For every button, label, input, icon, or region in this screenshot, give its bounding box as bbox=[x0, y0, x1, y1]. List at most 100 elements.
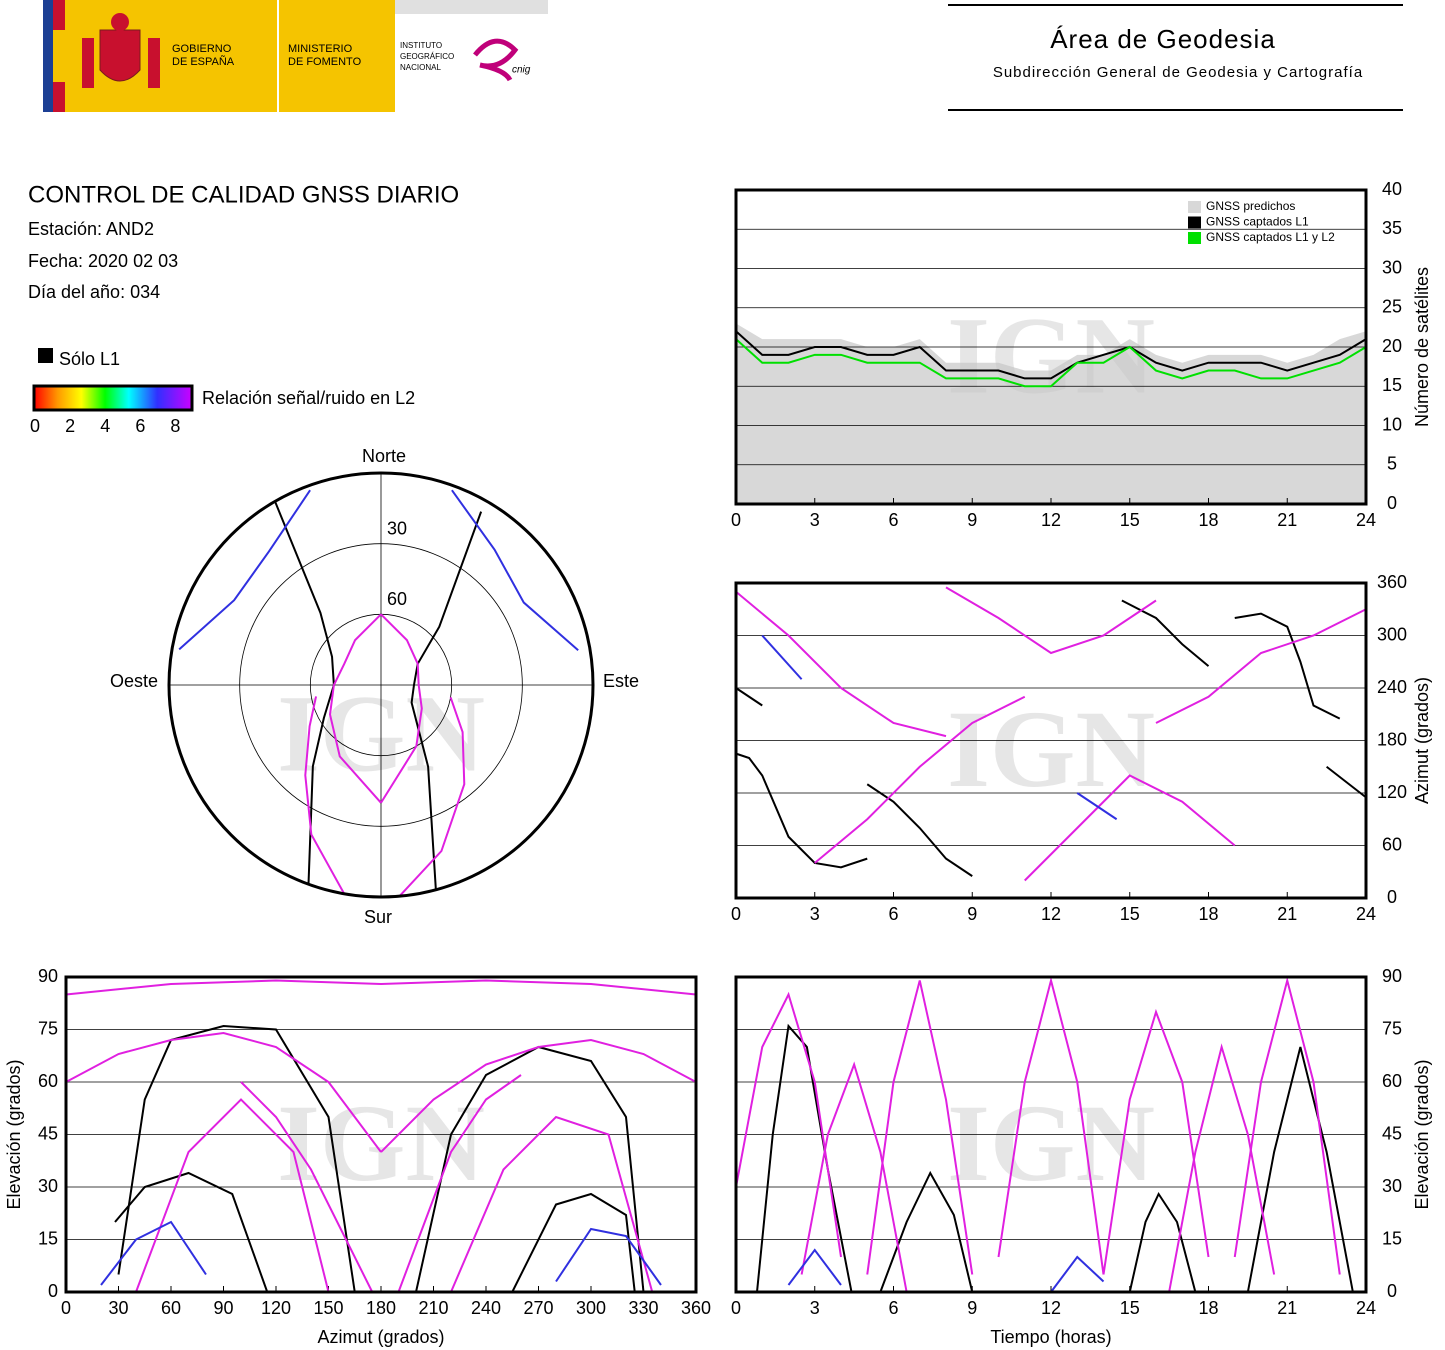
y-tick-label: 10 bbox=[1382, 414, 1402, 434]
y-tick-label: 25 bbox=[1382, 297, 1402, 317]
report-doy: Día del año: 034 bbox=[28, 282, 160, 302]
legend-label: GNSS predichos bbox=[1206, 199, 1295, 213]
y-tick-label: 0 bbox=[1387, 493, 1397, 513]
series-line bbox=[735, 330, 1367, 380]
series-line bbox=[555, 1227, 662, 1286]
y-tick-label: 0 bbox=[1387, 1281, 1397, 1301]
y-tick-label: 45 bbox=[1382, 1123, 1402, 1143]
series-line bbox=[735, 687, 763, 707]
series-line bbox=[735, 338, 1367, 388]
series-line bbox=[735, 752, 868, 869]
y-tick-label: 30 bbox=[1382, 1176, 1402, 1196]
x-axis-title: Azimut (grados) bbox=[317, 1327, 444, 1347]
y-tick-label: 15 bbox=[38, 1228, 58, 1248]
y-tick-label: 120 bbox=[1377, 782, 1407, 802]
x-tick-label: 12 bbox=[1041, 1298, 1061, 1318]
sky-track bbox=[398, 696, 466, 897]
y-tick-label: 0 bbox=[48, 1281, 58, 1301]
logo-text: INSTITUTO bbox=[400, 41, 442, 50]
logo-text: GOBIERNO bbox=[172, 43, 232, 55]
x-tick-label: 6 bbox=[888, 904, 898, 924]
x-tick-label: 6 bbox=[888, 1298, 898, 1318]
watermark: IGN bbox=[277, 1082, 485, 1204]
x-tick-label: 330 bbox=[628, 1298, 658, 1318]
logo-text: NACIONAL bbox=[400, 63, 441, 72]
series-line bbox=[511, 1192, 636, 1293]
x-tick-label: 60 bbox=[161, 1298, 181, 1318]
x-tick-label: 15 bbox=[1120, 1298, 1140, 1318]
x-tick-label: 24 bbox=[1356, 1298, 1376, 1318]
y-tick-label: 75 bbox=[38, 1018, 58, 1038]
series-line bbox=[1102, 1008, 1210, 1275]
legend-label: Sólo L1 bbox=[59, 349, 120, 369]
series-line bbox=[800, 1061, 908, 1293]
snr-tick-label: 6 bbox=[135, 416, 145, 436]
series-line bbox=[866, 980, 974, 1275]
series-line bbox=[135, 1098, 330, 1293]
series-line bbox=[814, 695, 1026, 864]
x-tick-label: 120 bbox=[261, 1298, 291, 1318]
x-tick-label: 21 bbox=[1277, 904, 1297, 924]
snr-tick-label: 4 bbox=[100, 416, 110, 436]
series-line bbox=[1246, 1046, 1354, 1293]
watermark: IGN bbox=[947, 294, 1155, 416]
series-line bbox=[997, 976, 1105, 1275]
y-axis-title: Elevación (grados) bbox=[1412, 1059, 1432, 1209]
ring-label: 60 bbox=[387, 589, 407, 609]
y-tick-label: 180 bbox=[1377, 729, 1407, 749]
snr-colorbar bbox=[32, 384, 194, 412]
direction-label: Norte bbox=[362, 446, 406, 466]
y-tick-label: 60 bbox=[1382, 1071, 1402, 1091]
y-tick-label: 90 bbox=[1382, 966, 1402, 986]
series-line bbox=[756, 1023, 853, 1293]
series-line bbox=[945, 586, 1157, 655]
x-tick-label: 15 bbox=[1120, 510, 1140, 530]
legend-swatch bbox=[1188, 216, 1201, 229]
x-tick-label: 90 bbox=[213, 1298, 233, 1318]
logo-text: DE FOMENTO bbox=[288, 56, 362, 68]
sky-track bbox=[380, 613, 423, 804]
y-tick-label: 360 bbox=[1377, 572, 1407, 592]
legend-swatch bbox=[1188, 232, 1201, 244]
snr-tick-label: 0 bbox=[30, 416, 40, 436]
series-line bbox=[787, 1248, 842, 1286]
sky-track bbox=[410, 511, 483, 890]
y-axis-title: Número de satélites bbox=[1412, 267, 1432, 427]
area-title: Área de Geodesia bbox=[1050, 24, 1276, 54]
x-tick-label: 0 bbox=[731, 510, 741, 530]
series-line bbox=[397, 1074, 522, 1293]
logo-text: MINISTERIO bbox=[288, 43, 353, 55]
y-tick-label: 60 bbox=[38, 1071, 58, 1091]
legend-label: GNSS captados L1 bbox=[1206, 215, 1309, 229]
y-axis-title: Azimut (grados) bbox=[1412, 677, 1432, 804]
legend-swatch bbox=[38, 348, 53, 363]
series-line bbox=[117, 1024, 356, 1293]
watermark: IGN bbox=[947, 1082, 1155, 1204]
sky-track bbox=[328, 613, 382, 804]
x-tick-label: 150 bbox=[313, 1298, 343, 1318]
x-tick-label: 18 bbox=[1198, 510, 1218, 530]
y-tick-label: 90 bbox=[38, 966, 58, 986]
y-tick-label: 15 bbox=[1382, 375, 1402, 395]
direction-label: Oeste bbox=[110, 671, 158, 691]
series-line bbox=[65, 1031, 382, 1153]
series-line bbox=[1155, 608, 1367, 724]
series-line bbox=[735, 991, 842, 1258]
x-tick-label: 0 bbox=[731, 904, 741, 924]
series-line bbox=[1234, 612, 1341, 720]
series-line bbox=[1076, 792, 1118, 821]
sky-track bbox=[451, 489, 579, 651]
x-tick-label: 240 bbox=[471, 1298, 501, 1318]
plot-frame bbox=[64, 975, 698, 1294]
x-tick-label: 9 bbox=[967, 1298, 977, 1318]
area bbox=[736, 323, 1366, 504]
report-date: Fecha: 2020 02 03 bbox=[28, 251, 178, 271]
plot-frame bbox=[734, 581, 1368, 900]
y-tick-label: 15 bbox=[1382, 1228, 1402, 1248]
y-axis-title: Elevación (grados) bbox=[4, 1059, 24, 1209]
coat-of-arms bbox=[82, 13, 160, 88]
x-tick-label: 18 bbox=[1198, 904, 1218, 924]
x-tick-label: 24 bbox=[1356, 904, 1376, 924]
direction-label: Este bbox=[603, 671, 639, 691]
